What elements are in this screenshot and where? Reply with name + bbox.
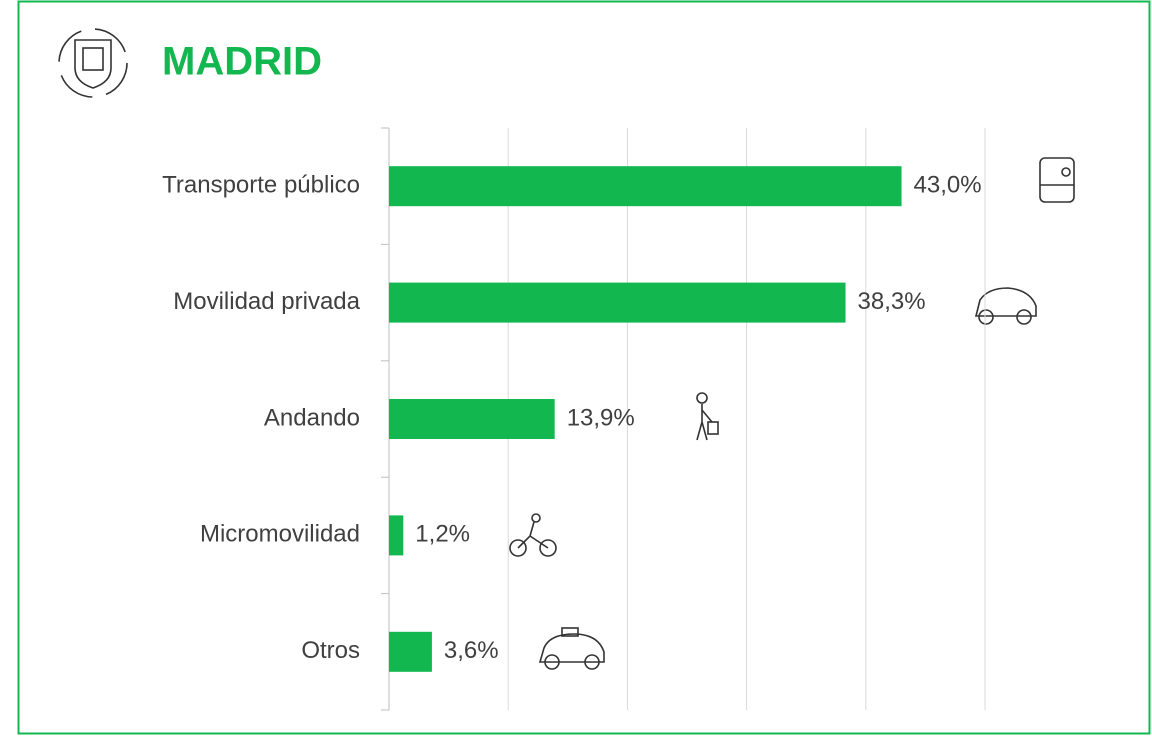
data-label: 38,3% [858, 288, 926, 315]
data-label: 43,0% [914, 172, 982, 199]
y-tick-label: Transporte público [162, 172, 360, 199]
y-tick-label: Otros [301, 637, 360, 664]
icons [509, 157, 1075, 670]
logo [58, 28, 128, 98]
data-label: 1,2% [415, 521, 470, 548]
data-label: 3,6% [444, 637, 499, 664]
frame [17, 0, 1151, 735]
bar [389, 282, 846, 323]
y-tick-label: Micromovilidad [200, 521, 360, 548]
bar [389, 399, 555, 439]
bar [389, 166, 902, 207]
chart-title: MADRID [162, 40, 322, 84]
data-label: 13,9% [567, 404, 635, 431]
bar [389, 515, 404, 556]
y-tick-label: Andando [264, 404, 360, 431]
bar [389, 631, 432, 672]
y-tick-label: Movilidad privada [173, 288, 360, 315]
